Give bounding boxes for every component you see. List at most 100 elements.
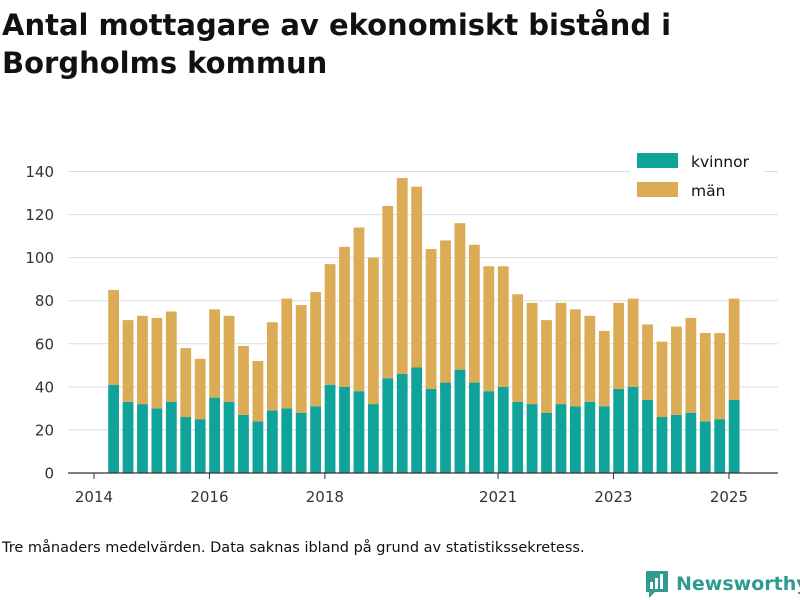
bar-kvinnor — [194, 419, 206, 473]
bar-kvinnor — [165, 401, 177, 473]
bar-man — [454, 223, 466, 370]
bar-kvinnor — [526, 404, 538, 473]
bar-man — [353, 227, 365, 392]
y-tick-label: 0 — [44, 465, 54, 483]
x-tick-label: 2016 — [190, 488, 228, 506]
bar-man — [295, 305, 307, 413]
legend-swatch-kvinnor — [637, 153, 678, 168]
bar-man — [642, 324, 653, 400]
bar-kvinnor — [627, 386, 639, 473]
bar-kvinnor — [598, 406, 610, 473]
bar-kvinnor — [584, 401, 596, 473]
bar-kvinnor — [310, 406, 322, 473]
bar-kvinnor — [468, 382, 480, 473]
brand-logo[interactable]: Newsworthy — [645, 568, 800, 600]
bar-man — [671, 326, 682, 415]
bar-man — [367, 257, 379, 405]
bar-man — [497, 266, 509, 387]
bar-kvinnor — [238, 414, 249, 473]
bar-kvinnor — [367, 404, 379, 473]
bar-man — [512, 294, 524, 402]
bar-man — [411, 186, 423, 368]
bar-man — [223, 315, 235, 402]
bar-man — [714, 333, 726, 420]
bar-kvinnor — [714, 419, 726, 473]
legend-swatch-man — [637, 182, 678, 197]
bar-man — [613, 302, 625, 390]
bar-man — [137, 315, 148, 405]
bar-kvinnor — [223, 401, 235, 473]
footnote: Tre månaders medelvärden. Data saknas ib… — [2, 540, 585, 556]
y-tick-label: 120 — [25, 206, 54, 224]
legend-label-kvinnor: kvinnor — [691, 153, 750, 171]
y-tick-label: 40 — [35, 378, 54, 396]
bar-man — [339, 246, 350, 387]
legend: kvinnor män — [630, 145, 764, 207]
bar-man — [165, 311, 177, 402]
bar-kvinnor — [613, 389, 625, 473]
bar-kvinnor — [151, 408, 163, 473]
bar-man — [238, 345, 249, 415]
x-tick-label: 2021 — [479, 488, 517, 506]
bar-man — [382, 205, 394, 379]
bar-man — [324, 264, 336, 385]
bar-kvinnor — [324, 384, 336, 473]
bar-man — [266, 322, 278, 411]
bar-kvinnor — [642, 399, 653, 473]
bar-man — [468, 244, 480, 383]
bar-kvinnor — [108, 384, 119, 473]
bar-man — [425, 249, 437, 390]
y-tick-label: 140 — [25, 163, 54, 181]
bar-kvinnor — [454, 369, 466, 473]
bar-kvinnor — [699, 421, 711, 473]
bar-man — [555, 302, 567, 405]
bar-man — [728, 298, 740, 400]
bar-man — [526, 302, 538, 405]
bar-man — [598, 330, 610, 407]
bar-kvinnor — [569, 406, 581, 473]
bar-man — [194, 358, 206, 420]
bar-kvinnor — [281, 408, 293, 473]
bar-man — [151, 317, 163, 409]
y-tick-label: 100 — [25, 249, 54, 267]
bars — [108, 177, 740, 473]
bar-kvinnor — [122, 401, 134, 473]
bar-kvinnor — [728, 399, 740, 473]
bar-man — [209, 309, 221, 398]
bar-kvinnor — [411, 367, 423, 473]
bar-kvinnor — [497, 386, 509, 473]
legend-label-man: män — [691, 182, 725, 200]
y-tick-label: 60 — [35, 335, 54, 353]
brand-name: Newsworthy — [676, 573, 800, 595]
bar-man — [252, 361, 264, 422]
bar-man — [541, 320, 552, 413]
newsworthy-logo-icon — [646, 571, 668, 598]
bar-kvinnor — [353, 391, 365, 473]
x-tick-label: 2018 — [306, 488, 344, 506]
bar-man — [108, 289, 119, 385]
x-tick-label: 2023 — [594, 488, 632, 506]
bar-man — [180, 348, 192, 418]
bar-kvinnor — [440, 382, 451, 473]
bar-kvinnor — [685, 412, 697, 473]
y-tick-label: 80 — [35, 292, 54, 310]
bar-man — [656, 341, 668, 418]
bar-kvinnor — [512, 401, 524, 473]
bar-kvinnor — [671, 414, 682, 473]
bar-kvinnor — [180, 417, 192, 473]
bar-man — [310, 292, 322, 407]
bar-man — [281, 298, 293, 409]
bar-man — [584, 315, 596, 402]
bar-kvinnor — [137, 404, 148, 473]
bar-kvinnor — [339, 386, 350, 473]
bar-man — [440, 240, 451, 383]
axes: 0 20 40 60 80 100 120 140 2014 2016 2018 2021 2023 20… — [25, 163, 778, 506]
bar-kvinnor — [555, 404, 567, 473]
bar-kvinnor — [425, 389, 437, 473]
bar-kvinnor — [295, 412, 307, 473]
bar-kvinnor — [252, 421, 264, 473]
bar-man — [627, 298, 639, 387]
bar-man — [699, 333, 711, 422]
bar-chart: 0 20 40 60 80 100 120 140 2014 2016 2018 2021 2023 20… — [25, 145, 778, 506]
bar-man — [122, 320, 134, 402]
